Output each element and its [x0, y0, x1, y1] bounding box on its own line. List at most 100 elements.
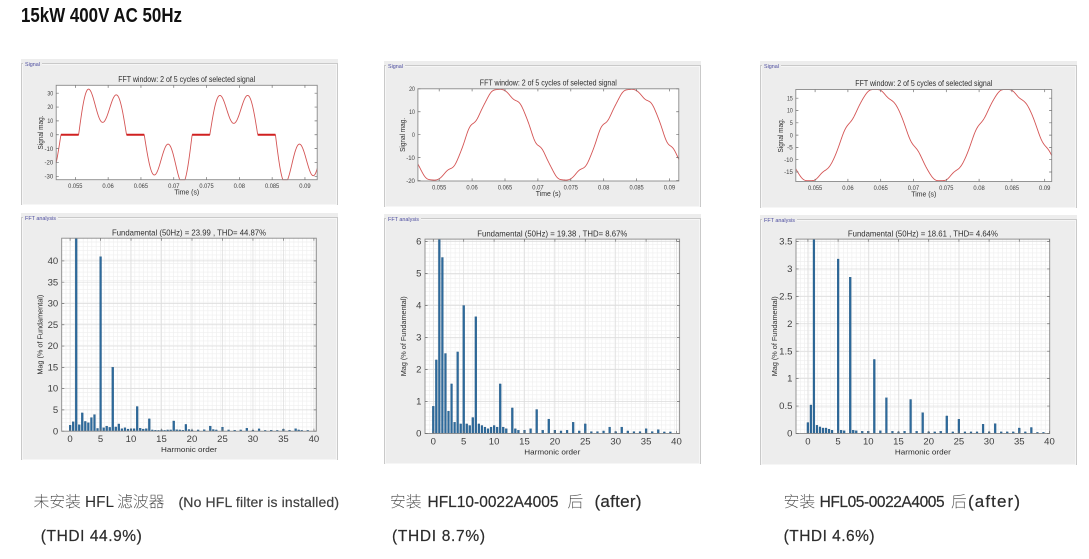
svg-text:20: 20	[409, 86, 415, 93]
svg-text:0: 0	[787, 429, 792, 439]
svg-text:0.055: 0.055	[808, 185, 823, 192]
svg-text:25: 25	[954, 437, 965, 447]
svg-text:3: 3	[416, 333, 421, 343]
svg-text:(No HFL filter is installed): (No HFL filter is installed)	[179, 494, 340, 510]
svg-text:35: 35	[1014, 437, 1025, 447]
svg-text:HFL10-0022A4005: HFL10-0022A4005	[428, 494, 559, 511]
svg-text:FFT analysis: FFT analysis	[25, 216, 56, 222]
svg-text:2.5: 2.5	[779, 292, 792, 302]
svg-text:0: 0	[416, 429, 421, 439]
svg-text:HFL05-0022A4005: HFL05-0022A4005	[820, 494, 945, 511]
svg-text:30: 30	[47, 90, 53, 97]
svg-text:40: 40	[671, 437, 682, 447]
svg-text:0.08: 0.08	[973, 185, 985, 192]
svg-text:1: 1	[787, 374, 792, 384]
svg-text:30: 30	[984, 437, 995, 447]
svg-text:0: 0	[50, 132, 53, 139]
svg-text:FFT analysis: FFT analysis	[388, 217, 419, 223]
svg-text:-20: -20	[45, 160, 54, 167]
svg-text:(THDI 44.9%): (THDI 44.9%)	[41, 528, 142, 545]
svg-text:0: 0	[412, 132, 415, 139]
svg-text:20: 20	[48, 341, 59, 351]
svg-text:Harmonic order: Harmonic order	[524, 447, 581, 456]
svg-text:5: 5	[790, 120, 793, 127]
svg-text:0.075: 0.075	[199, 183, 214, 190]
svg-text:-5: -5	[787, 145, 793, 152]
svg-text:30: 30	[248, 434, 259, 444]
svg-text:10: 10	[863, 437, 874, 447]
svg-text:35: 35	[641, 437, 652, 447]
svg-text:2: 2	[787, 319, 792, 329]
svg-text:35: 35	[48, 277, 59, 287]
svg-text:0: 0	[431, 437, 436, 447]
svg-text:10: 10	[48, 384, 59, 394]
svg-text:0.07: 0.07	[168, 183, 180, 190]
svg-text:5: 5	[98, 434, 103, 444]
svg-text:-20: -20	[406, 178, 415, 185]
svg-text:Harmonic order: Harmonic order	[895, 447, 952, 456]
svg-text:Fundamental (50Hz) = 18.61 , T: Fundamental (50Hz) = 18.61 , THD= 4.64%	[848, 229, 998, 238]
svg-text:5: 5	[53, 405, 58, 415]
svg-text:15: 15	[893, 437, 904, 447]
svg-text:FFT window: 2 of 5 cycles of s: FFT window: 2 of 5 cycles of selected si…	[855, 79, 992, 88]
svg-text:0.065: 0.065	[134, 183, 149, 190]
svg-text:10: 10	[489, 437, 500, 447]
svg-text:(THDI 8.7%): (THDI 8.7%)	[392, 528, 485, 545]
svg-text:3.5: 3.5	[779, 237, 792, 247]
svg-text:0.065: 0.065	[498, 184, 513, 191]
svg-text:30: 30	[48, 299, 59, 309]
svg-text:20: 20	[550, 437, 561, 447]
svg-text:0: 0	[53, 426, 58, 436]
svg-text:0.09: 0.09	[299, 183, 311, 190]
svg-text:0.055: 0.055	[432, 184, 447, 191]
svg-text:40: 40	[309, 434, 320, 444]
svg-text:5: 5	[835, 437, 840, 447]
svg-text:Signal: Signal	[764, 64, 779, 70]
svg-text:0.085: 0.085	[1005, 185, 1020, 192]
svg-text:Time (s): Time (s)	[536, 191, 561, 198]
svg-text:0.5: 0.5	[779, 401, 792, 411]
svg-text:15: 15	[156, 434, 167, 444]
svg-text:0.06: 0.06	[466, 184, 478, 191]
svg-text:Harmonic order: Harmonic order	[161, 445, 218, 454]
svg-text:0.085: 0.085	[629, 184, 644, 191]
svg-text:40: 40	[1044, 437, 1055, 447]
svg-text:FFT window: 2 of 5 cycles of s: FFT window: 2 of 5 cycles of selected si…	[480, 78, 617, 87]
svg-text:15: 15	[48, 362, 59, 372]
svg-text:-10: -10	[784, 157, 793, 164]
svg-text:-10: -10	[45, 146, 54, 153]
svg-text:Mag (% of Fundamental): Mag (% of Fundamental)	[772, 296, 779, 376]
svg-text:15: 15	[787, 95, 793, 102]
svg-text:1: 1	[416, 397, 421, 407]
svg-text:0.055: 0.055	[68, 183, 83, 190]
svg-text:0.06: 0.06	[102, 183, 114, 190]
svg-text:Time (s): Time (s)	[174, 190, 199, 197]
svg-text:0.08: 0.08	[598, 184, 610, 191]
svg-text:Fundamental (50Hz) = 23.99 , T: Fundamental (50Hz) = 23.99 , THD= 44.87%	[112, 228, 266, 237]
svg-text:0.08: 0.08	[234, 183, 246, 190]
svg-text:0.07: 0.07	[908, 185, 920, 192]
svg-text:Signal mag.: Signal mag.	[778, 118, 785, 152]
svg-text:Mag (% of Fundamental): Mag (% of Fundamental)	[401, 296, 408, 376]
svg-text:-15: -15	[784, 169, 793, 176]
svg-text:(after): (after)	[595, 492, 642, 511]
svg-text:HFL: HFL	[85, 494, 114, 511]
svg-text:FFT analysis: FFT analysis	[764, 218, 795, 224]
svg-text:Signal: Signal	[25, 62, 40, 68]
svg-text:0: 0	[790, 132, 793, 139]
svg-text:5: 5	[416, 269, 421, 279]
svg-text:0.075: 0.075	[564, 184, 579, 191]
svg-text:4: 4	[416, 301, 421, 311]
svg-text:0.07: 0.07	[532, 184, 544, 191]
svg-text:2: 2	[416, 365, 421, 375]
svg-text:FFT window: 2 of 5 cycles of s: FFT window: 2 of 5 cycles of selected si…	[118, 75, 255, 84]
svg-text:0.06: 0.06	[842, 185, 854, 192]
svg-text:40: 40	[48, 256, 59, 266]
svg-text:0.085: 0.085	[265, 183, 280, 190]
svg-text:30: 30	[610, 437, 621, 447]
svg-text:0: 0	[67, 434, 72, 444]
svg-text:(after): (after)	[968, 492, 1020, 511]
svg-text:20: 20	[47, 104, 53, 111]
svg-text:Signal mag.: Signal mag.	[38, 115, 45, 149]
svg-text:10: 10	[47, 118, 53, 125]
